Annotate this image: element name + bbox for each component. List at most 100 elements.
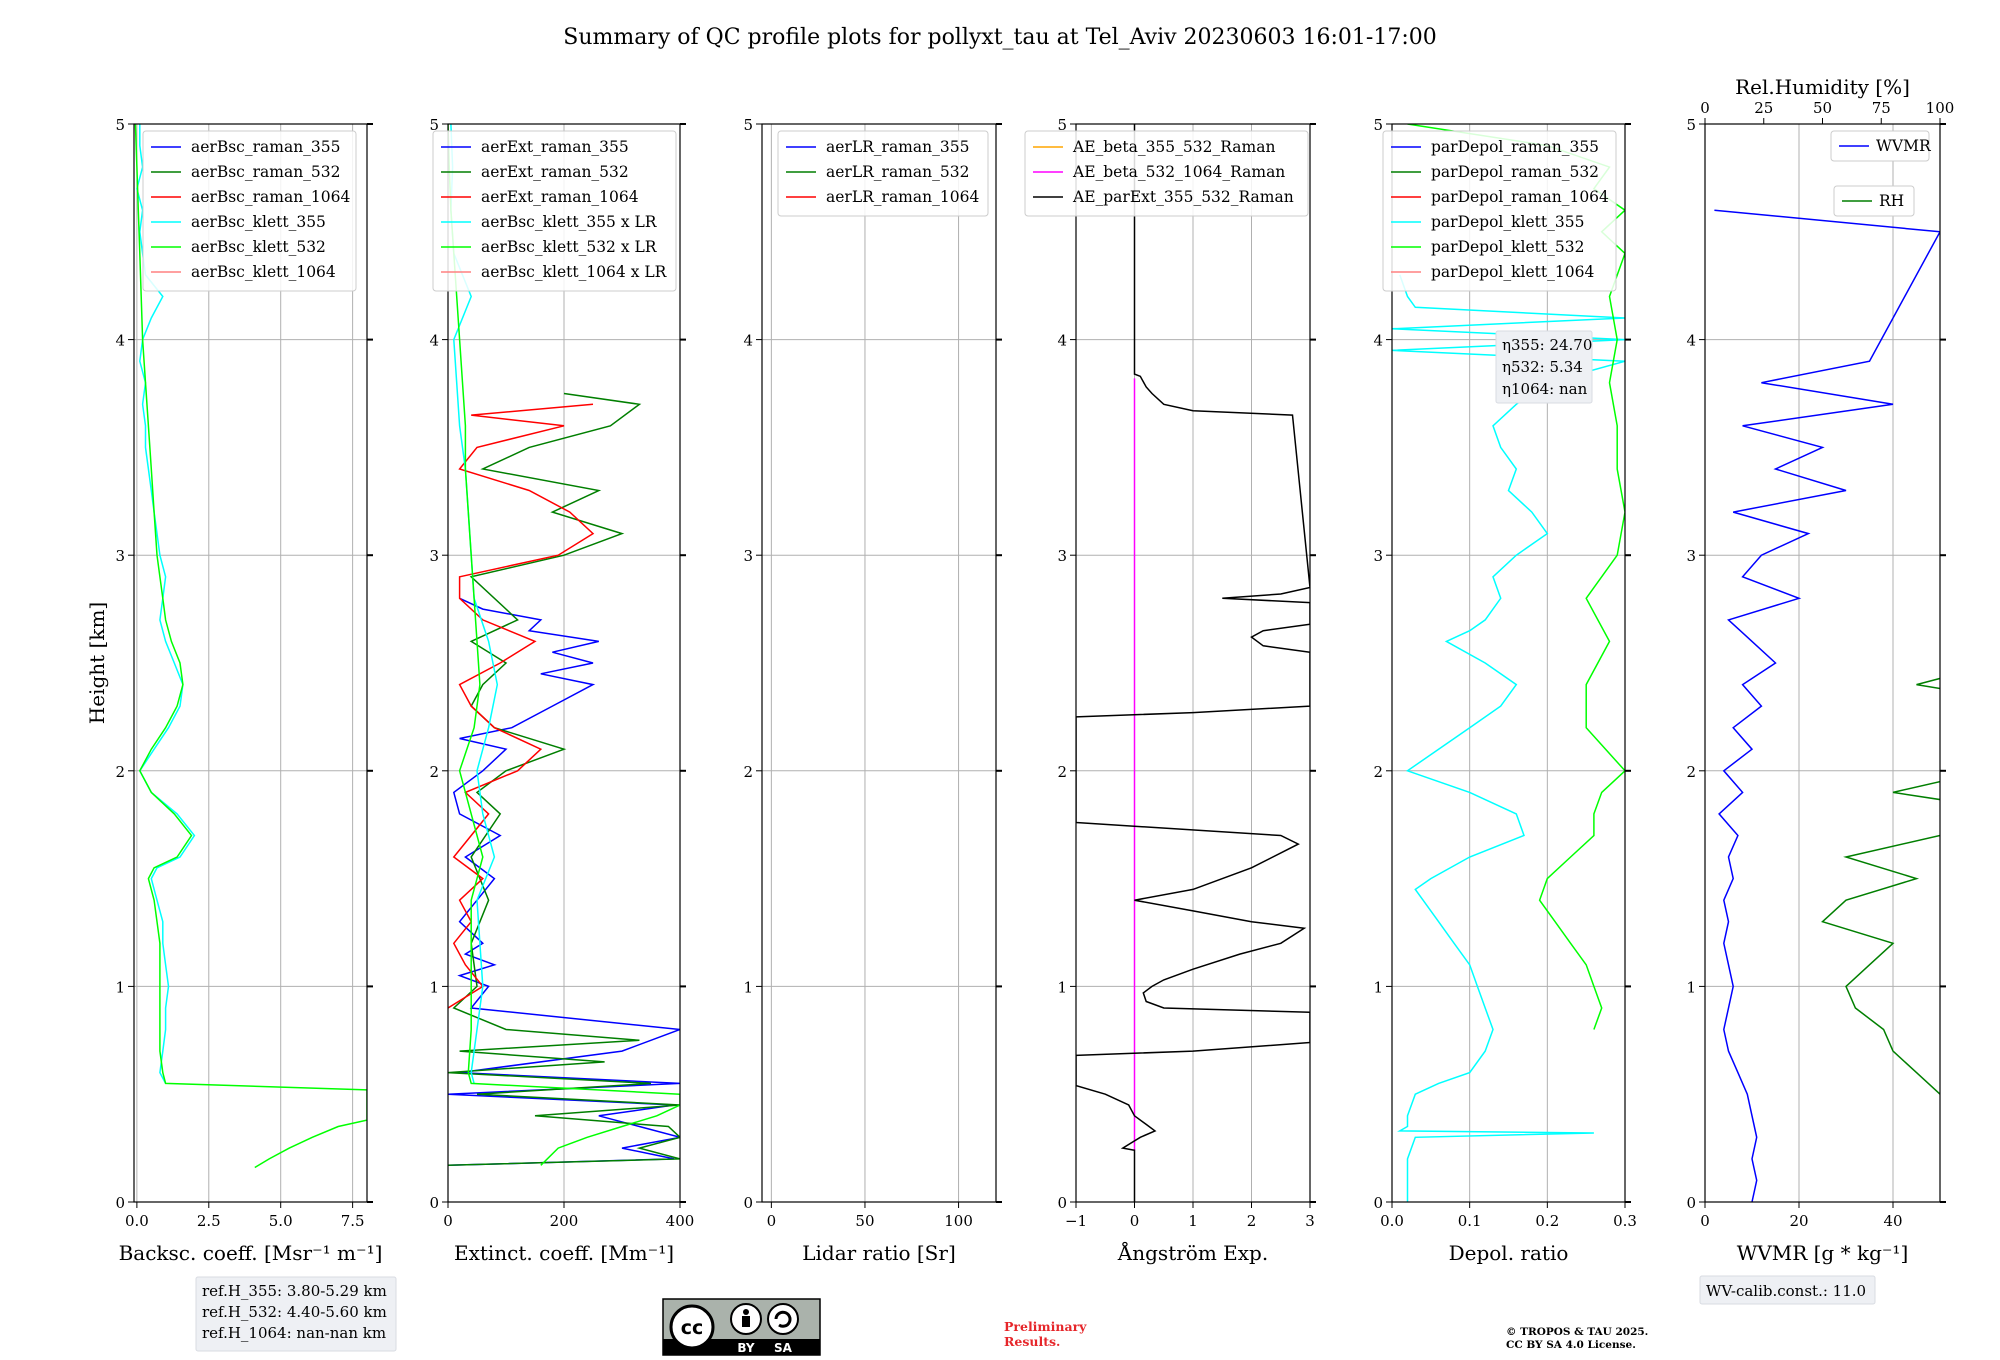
legend-label: parDepol_klett_1064 (1431, 263, 1594, 281)
x-axis-label: Backsc. coeff. [Msr⁻¹ m⁻¹] (119, 1241, 383, 1265)
legend-label: aerLR_raman_1064 (826, 188, 979, 206)
ref-height-box: ref.H_355: 3.80-5.29 km ref.H_532: 4.40-… (195, 1276, 397, 1352)
figure-title: Summary of QC profile plots for pollyxt_… (563, 25, 1436, 50)
legend: aerExt_raman_355 aerExt_raman_532 aerExt_r… (432, 130, 677, 292)
x-tick-label: 7.5 (341, 1212, 365, 1230)
copyright-line-1: © TROPOS & TAU 2025. (1506, 1326, 1648, 1338)
eta-line: η1064: nan (1502, 380, 1588, 398)
legend-label: AE_parExt_355_532_Raman (1072, 188, 1294, 206)
legend: aerBsc_raman_355 aerBsc_raman_532 aerBsc_r… (142, 130, 357, 292)
x2-tick-label: 25 (1754, 99, 1773, 117)
series-lines (1714, 209, 1940, 1202)
series-aerBsc_klett_355 x LR (450, 124, 499, 1084)
legend-frame (1382, 130, 1617, 292)
x-tick-label: 0.3 (1613, 1212, 1637, 1230)
y-tick-label: 4 (115, 332, 125, 350)
y-tick-label: 1 (429, 978, 439, 996)
legend-frame (142, 130, 357, 292)
y-tick-label: 5 (1373, 116, 1383, 134)
cc-by-sa-icon: cc BY SA (662, 1298, 821, 1356)
x-tick-label: 0 (1130, 1212, 1140, 1230)
legend-label: parDepol_raman_532 (1431, 163, 1599, 181)
series-aerBsc_klett_532 (134, 124, 367, 1169)
x-axis-label: Ångström Exp. (1117, 1240, 1268, 1265)
legend-frame (1833, 185, 1915, 217)
x-tick-label: 0.2 (1535, 1212, 1559, 1230)
y-tick-label: 3 (429, 547, 439, 565)
axes-frame (1391, 123, 1626, 1203)
svg-text:BY: BY (737, 1341, 754, 1355)
axes-frame (133, 123, 368, 1203)
x-tick-label: 200 (550, 1212, 579, 1230)
y-tick-label: 3 (1373, 547, 1383, 565)
y-tick-label: 2 (743, 763, 753, 781)
x2-tick-label: 75 (1872, 99, 1891, 117)
y-tick-label: 5 (743, 116, 753, 134)
legend-label: AE_beta_532_1064_Raman (1072, 163, 1285, 181)
axes-frame (761, 123, 997, 1203)
y-tick-label: 0 (429, 1194, 439, 1212)
legend-label: aerBsc_raman_355 (191, 138, 341, 156)
legend: parDepol_raman_355 parDepol_raman_532 parD… (1382, 130, 1617, 292)
legend-label: aerBsc_raman_1064 (191, 188, 351, 206)
panel-6: 0 20 40 0 1 2 3 4 5 WVMR [g * kg⁻¹] 0 25 50 75 100 Rel.… (1686, 75, 1954, 1265)
x-tick-label: 0 (443, 1212, 453, 1230)
y-tick-label: 2 (1686, 763, 1696, 781)
x-tick-label: 0 (1700, 1212, 1710, 1230)
series-WVMR (1714, 209, 1940, 1202)
ref-height-532: ref.H_532: 4.40-5.60 km (202, 1303, 387, 1321)
legend-label: parDepol_klett_532 (1431, 238, 1584, 256)
x-axis-label: Extinct. coeff. [Mm⁻¹] (454, 1241, 674, 1265)
x-axis-label: Lidar ratio [Sr] (802, 1241, 956, 1265)
y-tick-label: 0 (1057, 1194, 1067, 1212)
y-tick-label: 2 (1057, 763, 1067, 781)
ref-height-355: ref.H_355: 3.80-5.29 km (202, 1282, 387, 1300)
y-tick-label: 1 (743, 978, 753, 996)
y-tick-label: 5 (1686, 116, 1696, 134)
y-tick-label: 0 (743, 1194, 753, 1212)
legend-label: parDepol_raman_1064 (1431, 188, 1609, 206)
legend-label: aerLR_raman_355 (826, 138, 969, 156)
legend-frame (432, 130, 677, 292)
panel-2: 0 200 400 0 1 2 3 4 5 Extinct. coeff. [Mm⁻¹] aerEx… (429, 116, 694, 1265)
series-aerExt_raman_532 (448, 392, 680, 1167)
x-axis-label: Depol. ratio (1449, 1241, 1569, 1265)
y-tick-label: 4 (1686, 332, 1696, 350)
y-tick-label: 1 (1373, 978, 1383, 996)
eta-annotation: η355: 24.70 η532: 5.34 η1064: nan (1495, 330, 1593, 404)
x-tick-label: 2 (1247, 1212, 1257, 1230)
y-tick-label: 4 (1057, 332, 1067, 350)
wv-calib-text: WV-calib.const.: 11.0 (1706, 1282, 1866, 1300)
x-tick-label: 0.0 (125, 1212, 149, 1230)
legend: AE_beta_355_532_Raman AE_beta_532_1064_Ra… (1024, 130, 1309, 217)
legend-label: aerBsc_klett_1064 x LR (481, 263, 668, 281)
y-tick-label: 5 (115, 116, 125, 134)
legend-label: WVMR (1876, 137, 1932, 155)
x-tick-label: 2.5 (197, 1212, 221, 1230)
legend: RH (1833, 185, 1915, 217)
y-tick-label: 4 (429, 332, 439, 350)
ref-height-1064: ref.H_1064: nan-nan km (202, 1324, 386, 1342)
x-tick-label: 20 (1789, 1212, 1808, 1230)
legend-label: AE_beta_355_532_Raman (1072, 138, 1275, 156)
legend-frame (1024, 130, 1309, 217)
legend-label: parDepol_klett_355 (1431, 213, 1584, 231)
axes-frame (447, 123, 681, 1203)
x-tick-label: 400 (666, 1212, 695, 1230)
y-tick-label: 3 (1057, 547, 1067, 565)
series-parDepol_klett_355 (1392, 274, 1625, 1202)
legend-frame (1830, 130, 1930, 162)
y-tick-label: 5 (1057, 116, 1067, 134)
legend-label: aerBsc_klett_1064 (191, 263, 336, 281)
legend-label: aerBsc_klett_355 (191, 213, 326, 231)
legend-label: aerBsc_klett_532 (191, 238, 326, 256)
legend-label: aerExt_raman_532 (481, 163, 629, 181)
wv-calib-box: WV-calib.const.: 11.0 (1699, 1275, 1876, 1305)
panel-5: 0.0 0.1 0.2 0.3 0 1 2 3 4 5 Depol. ratio parDepol_r… (1373, 116, 1636, 1265)
y-tick-label: 1 (115, 978, 125, 996)
preliminary-note-2: Results. (1004, 1334, 1060, 1349)
y-tick-label: 3 (743, 547, 753, 565)
copyright-line-2: CC BY SA 4.0 License. (1506, 1339, 1636, 1351)
y-tick-label: 3 (1686, 547, 1696, 565)
